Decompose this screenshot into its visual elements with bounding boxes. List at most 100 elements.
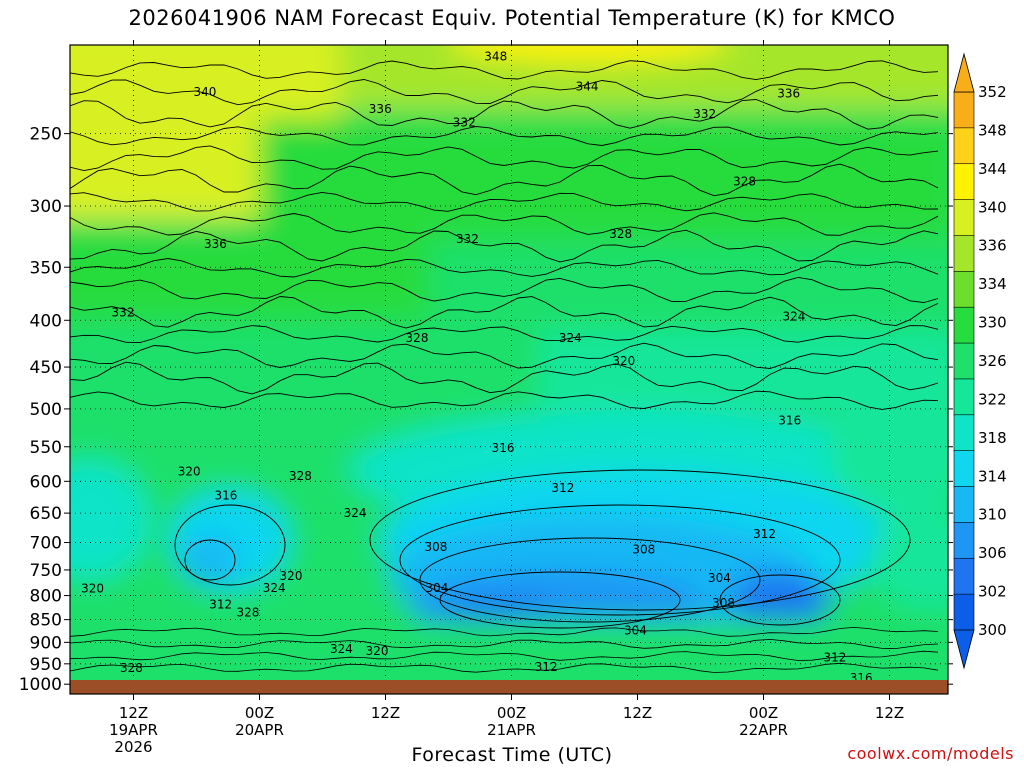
contour-line (70, 342, 939, 369)
y-tick-label: 300 (30, 197, 62, 217)
contour-line (419, 537, 761, 623)
colorbar-upper-arrow (953, 52, 975, 93)
contour-line (70, 212, 939, 236)
credit-link[interactable]: coolwx.com/models (847, 744, 1014, 763)
colorbar-label: 300 (978, 621, 1007, 639)
contour-label: 336 (369, 102, 392, 116)
colorbar-swatch (953, 414, 975, 452)
ground-surface (70, 680, 948, 694)
contour-line (399, 504, 841, 616)
colorbar-swatch (953, 486, 975, 524)
grid-lines (70, 45, 948, 694)
colorbar-swatch (953, 163, 975, 201)
contour-label: 308 (712, 596, 735, 610)
contour-label: 348 (484, 50, 507, 64)
x-tick-label: 12Z (623, 704, 652, 722)
contour-line (70, 191, 939, 212)
contour-label: 312 (823, 651, 846, 665)
x-tick-label: 22APR (739, 721, 788, 739)
colorbar-label: 340 (978, 198, 1007, 216)
contour-label: 324 (344, 506, 367, 520)
y-tick-label: 600 (30, 472, 62, 492)
contour-label: 336 (204, 237, 227, 251)
colorbar: 352 348 344 340 336 334 330 326 322 318 314 310 306 3… (953, 52, 1007, 670)
plot-frame (69, 44, 949, 695)
contour-line (439, 571, 681, 629)
contour-label: 320 (178, 464, 201, 478)
contour-line (70, 650, 939, 661)
contour-line (70, 145, 939, 172)
colorbar-swatch (953, 522, 975, 560)
pressure-axis: 2503003504004505005506006507007508008509… (19, 125, 953, 695)
colorbar-label: 322 (978, 390, 1007, 408)
colorbar-label: 326 (978, 352, 1007, 370)
contour-label: 320 (612, 354, 635, 368)
contour-label: 324 (782, 309, 805, 323)
colorbar-label: 306 (978, 544, 1007, 562)
y-tick-label: 250 (30, 125, 62, 145)
contour-line (70, 390, 939, 410)
contour-line (70, 163, 939, 197)
contour-line (70, 258, 939, 278)
contour-line (70, 99, 939, 130)
colorbar-label: 352 (978, 83, 1007, 101)
x-tick-label: 12Z (119, 704, 148, 722)
contour-line (369, 469, 911, 611)
contour-label: 332 (693, 107, 716, 121)
contour-label: 316 (778, 414, 801, 428)
contour-line (70, 626, 939, 637)
colorbar-label: 330 (978, 314, 1007, 332)
contour-label: 320 (366, 644, 389, 658)
y-tick-label: 550 (30, 438, 62, 458)
contour-line (184, 539, 236, 581)
contour-label: 340 (193, 85, 216, 99)
x-tick-label: 00Z (497, 704, 526, 722)
colorbar-label: 314 (978, 467, 1007, 485)
contour-label: 312 (209, 597, 232, 611)
colorbar-label: 334 (978, 275, 1007, 293)
contour-label: 324 (330, 642, 353, 656)
x-axis-label: Forecast Time (UTC) (411, 744, 613, 766)
x-tick-label: 00Z (749, 704, 778, 722)
contour-line (70, 229, 939, 263)
colorbar-swatch (953, 306, 975, 344)
colorbar-swatch (953, 593, 975, 631)
contour-label: 312 (753, 527, 776, 541)
contour-label: 304 (624, 623, 647, 637)
colorbar-label: 310 (978, 506, 1007, 524)
y-tick-label: 350 (30, 258, 62, 278)
contour-label: 328 (609, 227, 632, 241)
x-tick-label: 20APR (235, 721, 284, 739)
colorbar-label: 348 (978, 121, 1007, 139)
x-tick-label: 12Z (371, 704, 400, 722)
y-tick-label: 850 (30, 611, 62, 631)
y-tick-label: 750 (30, 561, 62, 581)
colorbar-lower-arrow (953, 629, 975, 670)
x-tick-label: 21APR (487, 721, 536, 739)
colorbar-swatch (953, 342, 975, 380)
colorbar-swatch (953, 557, 975, 595)
contour-label: 328 (406, 331, 429, 345)
colorbar-swatch (953, 450, 975, 488)
colorbar-label: 336 (978, 237, 1007, 255)
contour-line (70, 276, 939, 304)
contour-line (70, 296, 939, 329)
x-tick-label: 2026 (114, 738, 152, 756)
chart-title: 2026041906 NAM Forecast Equiv. Potential… (128, 6, 896, 30)
colorbar-swatch (953, 91, 975, 129)
contour-line (174, 504, 286, 586)
y-tick-label: 400 (30, 311, 62, 331)
contour-line (719, 574, 841, 626)
contour-label: 328 (120, 661, 143, 675)
y-tick-label: 500 (30, 400, 62, 420)
contour-label: 312 (535, 660, 558, 674)
contour-label: 328 (733, 174, 756, 188)
contour-label: 332 (453, 115, 476, 129)
contour-line (70, 60, 939, 81)
contour-line (70, 662, 939, 673)
y-tick-label: 450 (30, 358, 62, 378)
colorbar-label: 318 (978, 429, 1007, 447)
